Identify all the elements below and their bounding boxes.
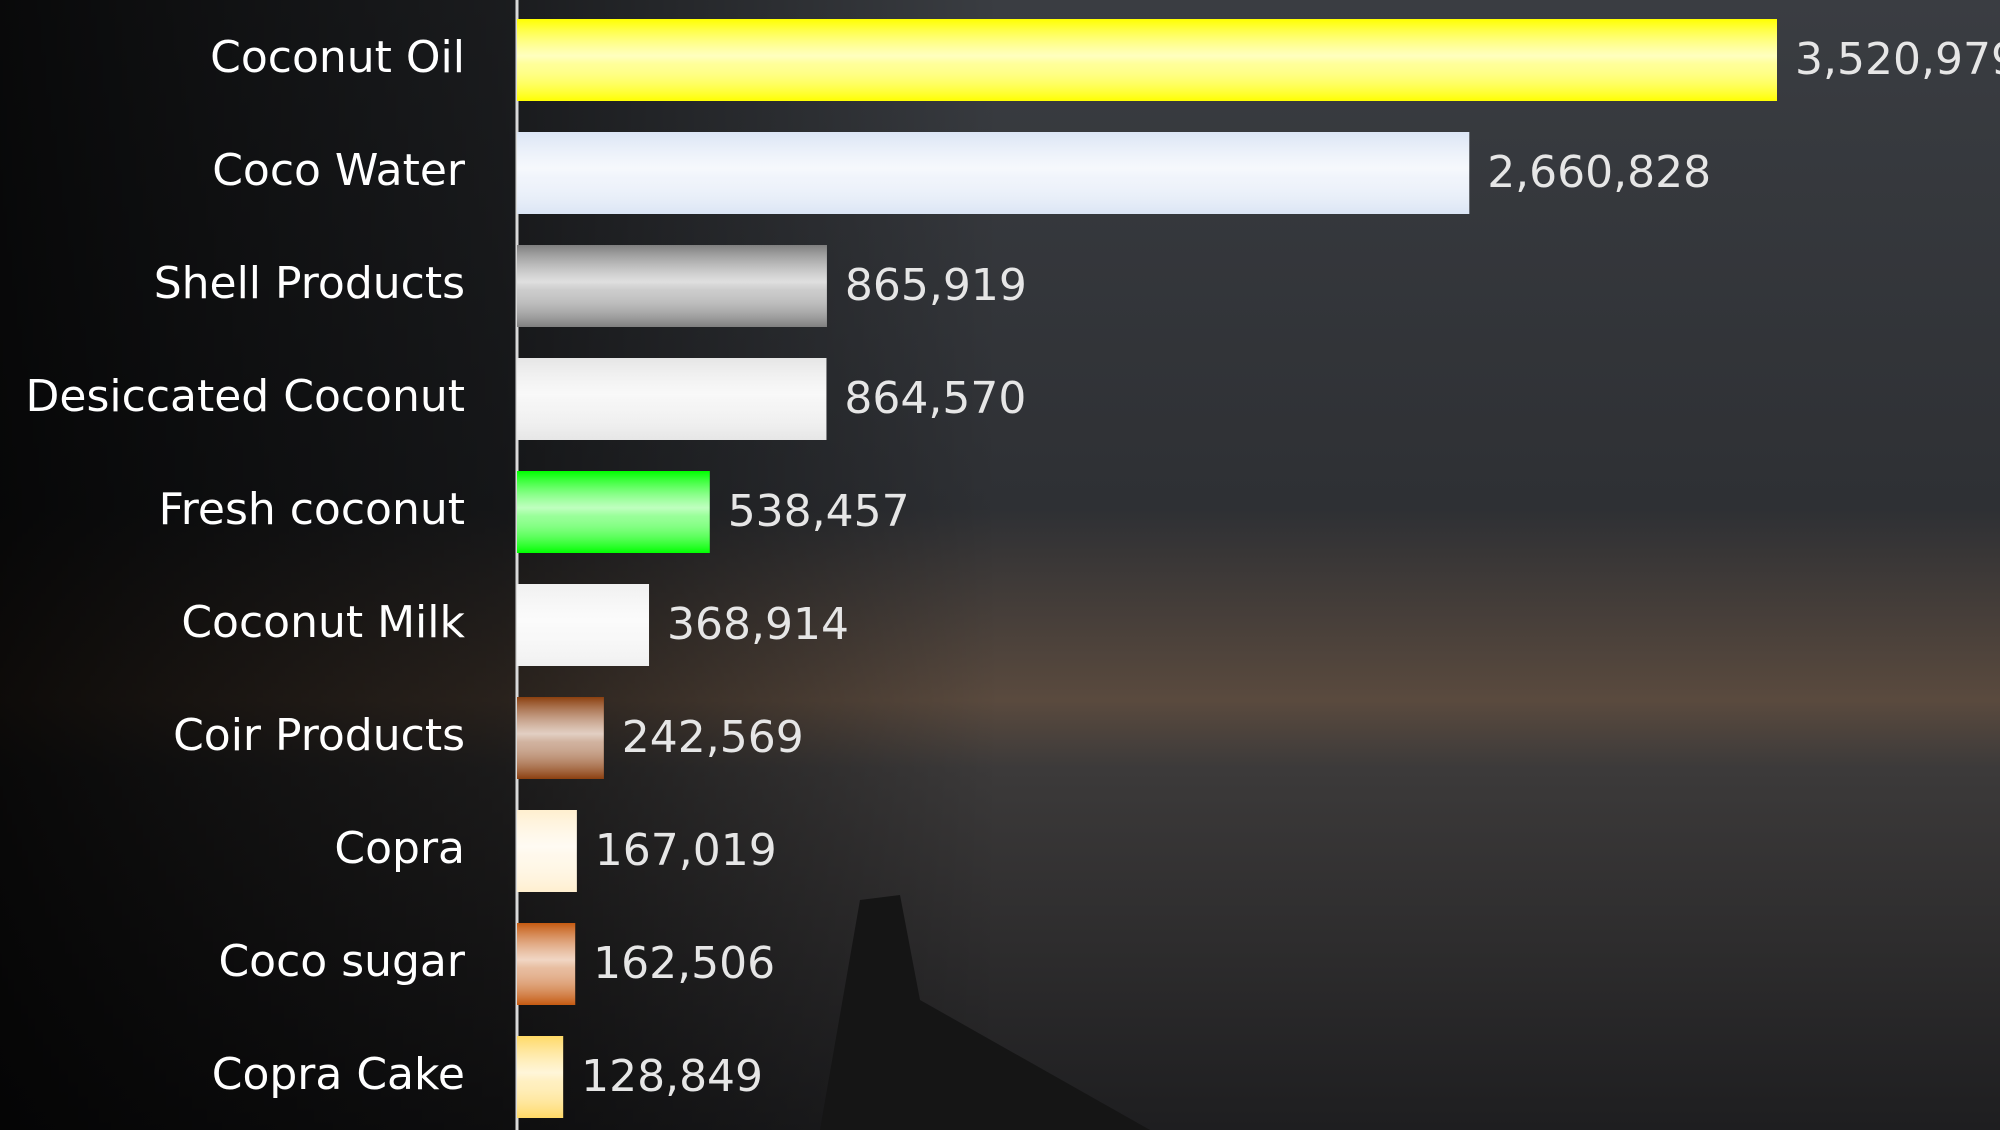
category-label: Coir Products bbox=[173, 710, 465, 761]
value-label: 3,520,979 bbox=[1795, 34, 2000, 85]
rock-silhouette bbox=[820, 895, 1150, 1130]
category-label: Copra bbox=[334, 823, 465, 874]
bar bbox=[517, 358, 827, 440]
value-label: 162,506 bbox=[593, 938, 775, 989]
bar bbox=[517, 810, 577, 892]
category-label: Copra Cake bbox=[212, 1049, 465, 1100]
bar bbox=[517, 471, 710, 553]
bar bbox=[517, 584, 650, 666]
bar bbox=[517, 923, 576, 1005]
value-label: 242,569 bbox=[622, 712, 804, 763]
category-label: Desiccated Coconut bbox=[26, 371, 465, 422]
bar bbox=[517, 245, 827, 327]
value-label: 864,570 bbox=[844, 373, 1026, 424]
value-label: 2,660,828 bbox=[1487, 147, 1711, 198]
category-label: Shell Products bbox=[154, 258, 465, 309]
category-label: Coconut Oil bbox=[210, 32, 465, 83]
bar bbox=[517, 1036, 564, 1118]
value-label: 128,849 bbox=[581, 1051, 763, 1102]
bar bbox=[517, 132, 1470, 214]
value-label: 865,919 bbox=[845, 260, 1027, 311]
bar bbox=[517, 19, 1777, 101]
value-label: 368,914 bbox=[667, 599, 849, 650]
value-label: 538,457 bbox=[728, 486, 910, 537]
bar bbox=[517, 697, 604, 779]
category-label: Fresh coconut bbox=[159, 484, 465, 535]
category-label: Coco Water bbox=[212, 145, 466, 196]
category-label: Coco sugar bbox=[218, 936, 465, 987]
value-label: 167,019 bbox=[595, 825, 777, 876]
category-label: Coconut Milk bbox=[181, 597, 465, 648]
